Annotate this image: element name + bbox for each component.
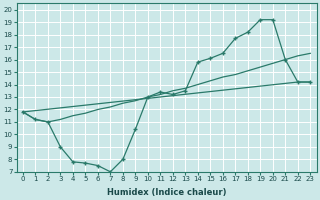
X-axis label: Humidex (Indice chaleur): Humidex (Indice chaleur) <box>107 188 226 197</box>
